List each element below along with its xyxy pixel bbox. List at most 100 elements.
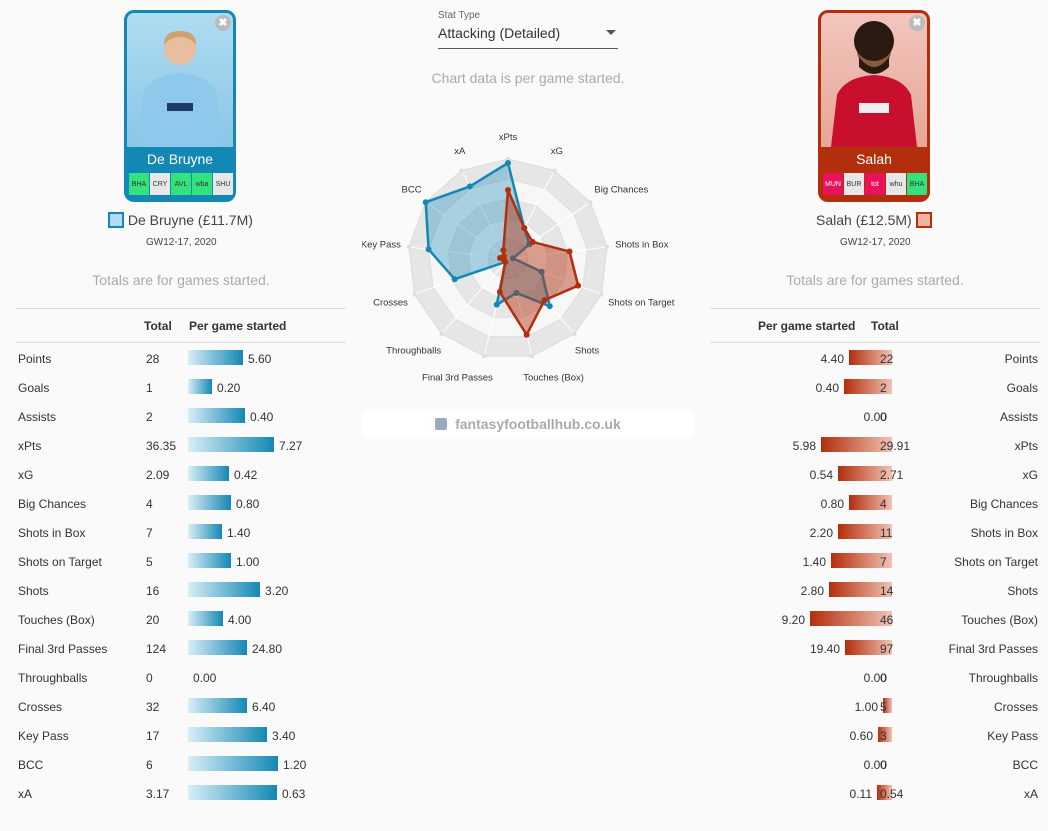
table-row: 2.80 14 Shots (710, 578, 1040, 607)
header-per-game-left: Per game started (189, 319, 287, 333)
watermark-text: fantasyfootballhub.co.uk (455, 416, 621, 432)
stat-total: 20 (146, 613, 160, 627)
stat-per-game: 2.20 (809, 526, 833, 540)
stat-bar (878, 727, 892, 742)
table-row: 4.40 22 Points (710, 346, 1040, 375)
radar-point (466, 183, 473, 190)
stat-per-game: 0.80 (820, 497, 844, 511)
legend-left[interactable]: De Bruyne (£11.7M) (108, 212, 253, 228)
stat-bar (188, 408, 245, 423)
stat-label: xG (18, 468, 34, 482)
stat-type-label: Stat Type (438, 10, 481, 21)
radar-spoke (507, 170, 555, 260)
table-row: 1.00 5 Crosses (710, 694, 1040, 723)
radar-point (422, 199, 429, 206)
player-silhouette-icon (831, 21, 917, 147)
radar-axis-label: Key Pass (362, 239, 401, 250)
table-row: 0.00 0 Throughballs (710, 665, 1040, 694)
radar-spoke (507, 258, 602, 295)
stat-per-game: 0.40 (815, 381, 839, 395)
stat-label: Assists (999, 410, 1038, 424)
stat-per-game: 1.00 (236, 555, 260, 569)
close-icon[interactable]: ✖ (215, 15, 231, 31)
stat-bar (188, 495, 231, 510)
legend-label-right: Salah (£12.5M) (816, 212, 912, 228)
chevron-down-icon (606, 30, 616, 35)
stat-per-game: 7.27 (279, 439, 303, 453)
stat-total: 1 (146, 381, 153, 395)
stat-bar (829, 582, 892, 597)
radar-axis-label: Big Chances (594, 185, 648, 196)
stat-label: Shots on Target (18, 555, 102, 569)
radar-axis-label: Throughballs (386, 345, 441, 356)
legend-right[interactable]: Salah (£12.5M) (816, 212, 932, 228)
radar-axis-label: Shots on Target (608, 297, 675, 308)
stat-total: 0 (146, 671, 153, 685)
table-row: Shots on Target 5 1.00 (16, 549, 346, 578)
player-card-right[interactable]: ✖ Salah MUN BUR tot whu BHA (818, 10, 930, 202)
radar-point (425, 246, 432, 253)
chart-note: Chart data is per game started. (431, 70, 625, 86)
stat-label: Final 3rd Passes (948, 642, 1038, 656)
stat-bar (883, 698, 892, 713)
player-card-left[interactable]: ✖ De Bruyne BHA CRY AVL wba SHU (124, 10, 236, 202)
stat-label: Final 3rd Passes (18, 642, 108, 656)
stat-per-game: 0.54 (809, 468, 833, 482)
stat-bar (844, 379, 892, 394)
stat-per-game: 4.00 (228, 613, 252, 627)
fixture-badge: BHA (129, 173, 149, 195)
stat-per-game: 1.00 (854, 700, 878, 714)
stat-type-value: Attacking (Detailed) (438, 25, 561, 41)
table-row: 0.60 3 Key Pass (710, 723, 1040, 752)
stat-per-game: 0.20 (217, 381, 241, 395)
radar-spoke-end (439, 331, 444, 336)
stat-label: Throughballs (968, 671, 1038, 685)
stat-total: 32 (146, 700, 160, 714)
radar-point (500, 247, 507, 254)
player-name-left: De Bruyne (146, 151, 214, 167)
stat-bar (849, 350, 892, 365)
table-row: 0.00 0 Assists (710, 404, 1040, 433)
stat-bar (877, 785, 892, 800)
radar-point (451, 276, 458, 283)
table-row: 1.40 7 Shots on Target (710, 549, 1040, 578)
legend-swatch-right (915, 212, 932, 228)
stat-label: Touches (Box) (961, 613, 1038, 627)
radar-axis-label: BCC (402, 185, 422, 196)
table-row: Goals 1 0.20 (16, 375, 346, 404)
radar-chart: xPts xG Big Chances Shots in Box Shots on Ta… (362, 132, 675, 383)
radar-axis-label: Touches (Box) (523, 372, 584, 383)
stat-total: 28 (146, 352, 160, 366)
stat-total: 5 (880, 700, 887, 714)
stat-per-game: 3.40 (272, 729, 296, 743)
radar-spoke (507, 246, 608, 260)
fixture-badge: CRY (150, 173, 170, 195)
stat-bar (188, 640, 247, 655)
stat-type-select[interactable]: Stat Type Attacking (Detailed) (438, 10, 618, 49)
stat-total: 0 (880, 758, 887, 772)
stat-label: xA (18, 787, 33, 801)
stat-label: Crosses (993, 700, 1038, 714)
table-row: xPts 36.35 7.27 (16, 433, 346, 462)
stat-total: 4 (146, 497, 153, 511)
stat-label: Points (18, 352, 52, 366)
stat-per-game: 0.00 (863, 758, 887, 772)
table-row: Crosses 32 6.40 (16, 694, 346, 723)
stat-per-game: 0.00 (193, 671, 217, 685)
radar-spoke-end (412, 292, 417, 297)
stat-per-game: 5.98 (792, 439, 816, 453)
stat-per-game: 0.42 (234, 468, 258, 482)
stat-per-game: 0.11 (849, 787, 872, 801)
fixture-badge: tot (865, 173, 885, 195)
stat-label: xA (1023, 787, 1038, 801)
stat-bar (188, 727, 267, 742)
close-icon[interactable]: ✖ (909, 15, 925, 31)
radar-spoke-end (506, 157, 510, 161)
stat-bar (831, 553, 892, 568)
stat-label: Key Pass (987, 729, 1038, 743)
stat-total: 2.71 (880, 468, 904, 482)
table-row: 0.80 4 Big Chances (710, 491, 1040, 520)
stat-label: Throughballs (18, 671, 88, 685)
radar-point (575, 282, 582, 289)
stat-per-game: 1.40 (802, 555, 826, 569)
